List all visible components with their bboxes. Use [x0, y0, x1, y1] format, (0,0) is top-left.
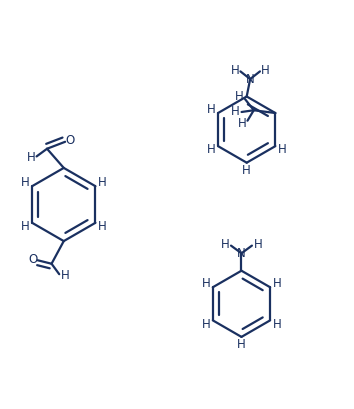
- Text: H: H: [202, 318, 211, 331]
- Text: N: N: [237, 247, 246, 260]
- Text: H: H: [207, 144, 216, 157]
- Text: H: H: [207, 103, 216, 116]
- Text: H: H: [231, 106, 240, 119]
- Text: H: H: [230, 63, 239, 76]
- Text: H: H: [202, 277, 211, 290]
- Text: H: H: [98, 220, 107, 233]
- Text: H: H: [238, 117, 247, 130]
- Text: H: H: [272, 318, 281, 331]
- Text: H: H: [27, 151, 35, 164]
- Text: O: O: [65, 134, 74, 147]
- Text: O: O: [28, 253, 38, 266]
- Text: H: H: [21, 220, 30, 233]
- Text: H: H: [21, 176, 30, 189]
- Text: H: H: [61, 269, 69, 282]
- Text: N: N: [246, 72, 255, 85]
- Text: H: H: [278, 144, 286, 157]
- Text: H: H: [242, 164, 251, 177]
- Text: H: H: [235, 90, 244, 103]
- Text: H: H: [221, 238, 229, 251]
- Text: H: H: [272, 277, 281, 290]
- Text: H: H: [261, 63, 270, 76]
- Text: H: H: [253, 238, 262, 251]
- Text: H: H: [237, 338, 246, 351]
- Text: H: H: [98, 176, 107, 189]
